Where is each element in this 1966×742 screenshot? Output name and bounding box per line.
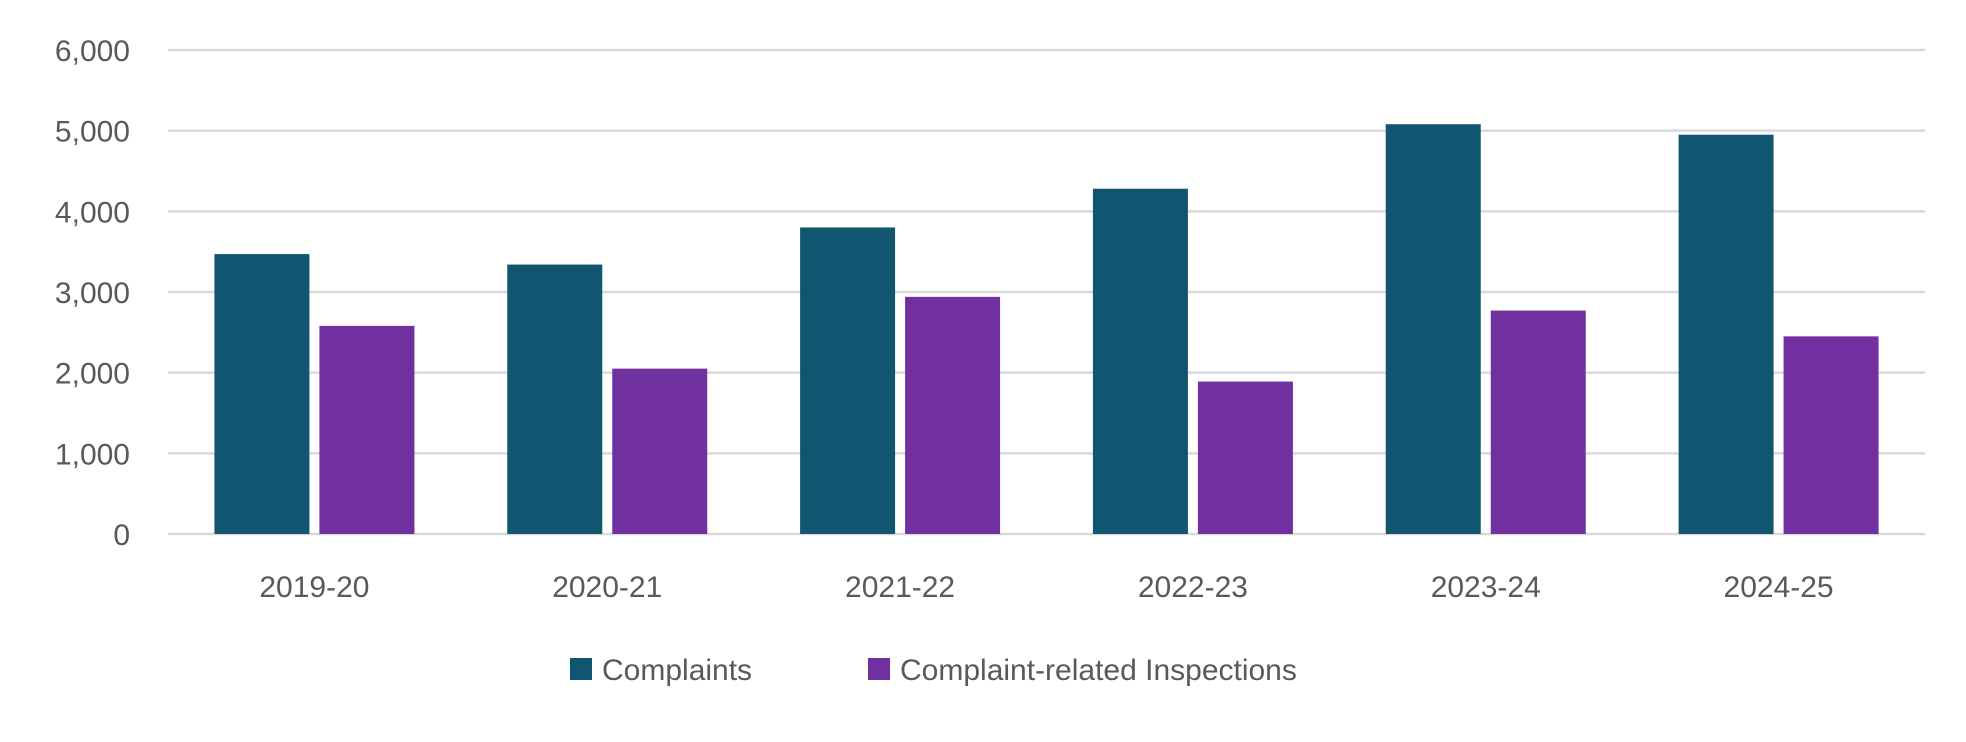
legend-label: Complaint-related Inspections	[900, 654, 1297, 687]
x-tick-label: 2021-22	[845, 571, 955, 604]
legend-swatch	[868, 658, 890, 680]
bar-inspections-2022-23	[1197, 381, 1293, 534]
x-tick-label: 2020-21	[552, 571, 662, 604]
y-axis-ticks: 0 1,000 2,000 3,000 4,000 5,000 6,000	[55, 35, 130, 552]
y-tick-label: 3,000	[55, 277, 130, 310]
bar-complaints-2023-24	[1385, 124, 1481, 535]
bars	[214, 124, 1879, 535]
x-tick-label: 2019-20	[259, 571, 369, 604]
bar-complaints-2019-20	[214, 254, 310, 534]
bar-inspections-2020-21	[612, 368, 708, 534]
bar-inspections-2021-22	[905, 296, 1001, 534]
bar-complaints-2022-23	[1092, 188, 1188, 534]
legend-swatch	[570, 658, 592, 680]
x-tick-label: 2023-24	[1431, 571, 1541, 604]
x-axis-ticks: 2019-20 2020-21 2021-22 2022-23 2023-24 2024-…	[259, 571, 1833, 604]
y-tick-label: 6,000	[55, 35, 130, 68]
x-tick-label: 2024-25	[1724, 571, 1834, 604]
y-tick-label: 5,000	[55, 116, 130, 149]
y-tick-label: 4,000	[55, 196, 130, 229]
bar-inspections-2024-25	[1783, 336, 1879, 534]
y-tick-label: 0	[113, 519, 130, 552]
bar-inspections-2019-20	[319, 325, 415, 534]
bar-complaints-2024-25	[1678, 134, 1774, 534]
bar-inspections-2023-24	[1490, 310, 1586, 534]
gridlines	[168, 48, 1925, 536]
legend-label: Complaints	[602, 654, 752, 687]
bar-complaints-2020-21	[507, 264, 603, 534]
legend: Complaints Complaint-related Inspections	[570, 654, 1297, 687]
y-tick-label: 2,000	[55, 358, 130, 391]
bar-complaints-2021-22	[800, 227, 896, 534]
x-tick-label: 2022-23	[1138, 571, 1248, 604]
y-tick-label: 1,000	[55, 438, 130, 471]
